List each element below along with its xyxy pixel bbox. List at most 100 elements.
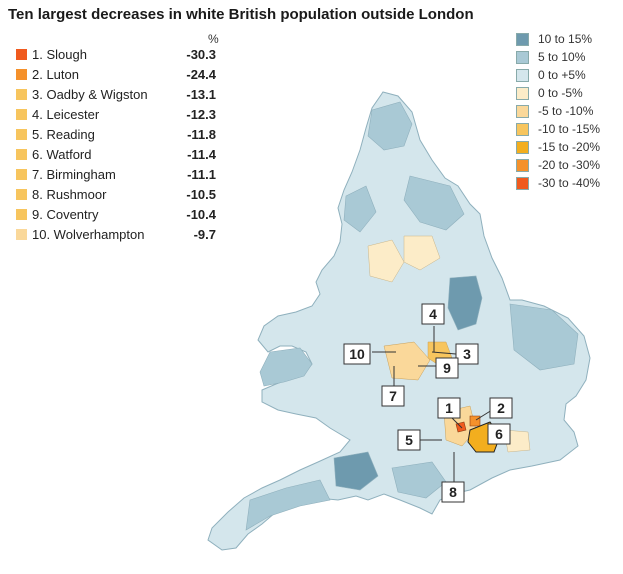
region-shade-south [391,461,447,499]
legend-label: -15 to -20% [538,140,601,154]
callout-3-label: 3 [463,346,471,362]
ranking-swatch [16,109,27,120]
callout-5: 5 [397,429,421,451]
callout-4-label: 4 [429,306,437,322]
legend-swatch [516,177,529,190]
legend-label: -20 to -30% [538,158,601,172]
legend-label: 0 to -5% [538,86,583,100]
callouts [372,326,493,484]
legend-label: -5 to -10% [538,104,594,118]
legend-swatch [516,69,529,82]
callout-6: 6 [487,423,511,445]
region-shade-west-wales [259,347,313,387]
ranking-swatch [16,129,27,140]
region-shade-yorkshire [403,175,465,231]
ranking-swatch [16,149,27,160]
legend-swatch [516,159,529,172]
ranking-swatch [16,209,27,220]
legend-label: 0 to +5% [538,68,586,82]
ranking-swatch [16,89,27,100]
ranking-value: -10.4 [186,207,216,222]
ranking-swatch [16,189,27,200]
legend-item: -5 to -10% [514,102,618,120]
region-shade-lancashire [367,239,405,283]
ranking-swatch [16,69,27,80]
ranking-label: 6. Watford [32,147,92,162]
legend-label: -30 to -40% [538,176,601,190]
region-shade-west-yorkshire [403,235,441,271]
legend-item: 0 to +5% [514,66,618,84]
callout-7: 7 [381,385,405,407]
ranking-row: 3. Oadby & Wigston -13.1 [16,86,216,106]
legend-swatch [516,87,529,100]
ranking-value: -24.4 [186,67,216,82]
ranking-value: -11.8 [187,127,216,142]
legend-swatch [516,105,529,118]
ranking-value: -13.1 [186,87,216,102]
callout-5-label: 5 [405,432,413,448]
callout-3: 3 [455,343,479,365]
callout-4: 4 [421,303,445,325]
legend-item: -30 to -40% [514,174,618,192]
callout-10: 10 [343,343,371,365]
ranking-label: 1. Slough [32,47,87,62]
region-shade-luton [469,415,481,427]
ranking-value: -10.5 [186,187,216,202]
ranking-value: -11.1 [187,167,216,182]
legend-label: -10 to -15% [538,122,601,136]
ranking-row: 6. Watford -11.4 [16,146,216,166]
region-shade-cumbria [343,185,377,233]
ranking-row: 2. Luton -24.4 [16,66,216,86]
callout-2-label: 2 [497,400,505,416]
legend-item: 5 to 10% [514,48,618,66]
ranking-label: 2. Luton [32,67,79,82]
legend-item: 10 to 15% [514,30,618,48]
ranking-label: 7. Birmingham [32,167,116,182]
callout-1-label: 1 [445,400,453,416]
legend-label: 10 to 15% [538,32,593,46]
ranking-row: 9. Coventry -10.4 [16,206,216,226]
callout-6-label: 6 [495,426,503,442]
legend-swatch [516,123,529,136]
callout-1: 1 [437,397,461,419]
legend-item: 0 to -5% [514,84,618,102]
region-shade-north [367,101,413,151]
callout-7-label: 7 [389,388,397,404]
region-shade-somerset [333,451,379,491]
map-title: Ten largest decreases in white British p… [8,6,474,23]
ranking-label: 4. Leicester [32,107,100,122]
ranking-label: 9. Coventry [32,207,99,222]
ranking-value: -9.7 [193,227,216,242]
ranking-label: 10. Wolverhampton [32,227,145,242]
ranking-row: 4. Leicester -12.3 [16,106,216,126]
ranking-swatch [16,49,27,60]
callout-2: 2 [489,397,513,419]
callout-9-label: 9 [443,360,451,376]
ranking-row: 10. Wolverhampton -9.7 [16,226,216,246]
ranking-swatch [16,169,27,180]
legend-swatch [516,141,529,154]
ranking-row: 5. Reading -11.8 [16,126,216,146]
ranking-swatch [16,229,27,240]
region-shade-southwest [245,479,331,531]
region-shade-lincolnshire [447,275,483,331]
ranking-value: -11.4 [187,147,216,162]
ranking-value: -30.3 [186,47,216,62]
ranking-label: 8. Rushmoor [32,187,107,202]
ranking-row: 8. Rushmoor -10.5 [16,186,216,206]
legend-item: -10 to -15% [514,120,618,138]
legend-item: -15 to -20% [514,138,618,156]
ranking-label: 5. Reading [32,127,95,142]
callout-8-label: 8 [449,484,457,500]
ranking-row: 1. Slough -30.3 [16,46,216,66]
region-shade-east-anglia [509,303,579,371]
legend-swatch [516,33,529,46]
legend-label: 5 to 10% [538,50,586,64]
ranking-value: -12.3 [186,107,216,122]
percent-column-header: % [208,32,219,46]
callout-10-label: 10 [349,346,365,362]
ranking-list: 1. Slough -30.3 2. Luton -24.4 3. Oadby & … [16,46,216,246]
ranking-row: 7. Birmingham -11.1 [16,166,216,186]
ranking-label: 3. Oadby & Wigston [32,87,148,102]
